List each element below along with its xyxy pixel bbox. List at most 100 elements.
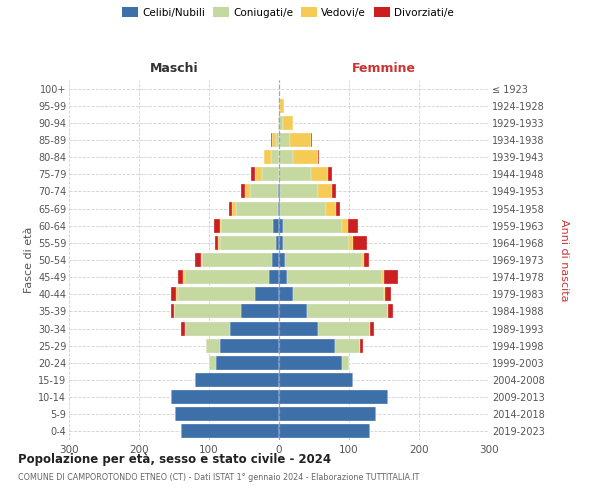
Bar <box>279 390 388 404</box>
Bar <box>384 270 398 284</box>
Bar <box>364 253 370 267</box>
Bar <box>269 270 279 284</box>
Bar <box>170 288 176 302</box>
Bar <box>229 202 232 215</box>
Bar <box>370 322 373 336</box>
Bar <box>279 253 284 267</box>
Bar <box>278 116 279 130</box>
Bar <box>236 202 278 215</box>
Bar <box>274 218 279 232</box>
Bar <box>221 218 274 232</box>
Bar <box>332 184 336 198</box>
Bar <box>263 150 271 164</box>
Bar <box>347 218 358 232</box>
Bar <box>280 184 318 198</box>
Bar <box>290 133 311 147</box>
Bar <box>287 270 382 284</box>
Bar <box>279 202 280 215</box>
Bar <box>283 236 349 250</box>
Bar <box>280 202 326 215</box>
Bar <box>245 184 250 198</box>
Bar <box>170 390 279 404</box>
Bar <box>326 202 337 215</box>
Bar <box>388 304 393 318</box>
Bar <box>183 270 185 284</box>
Bar <box>385 288 391 302</box>
Bar <box>359 338 363 352</box>
Bar <box>279 168 311 181</box>
Bar <box>278 202 279 215</box>
Text: Popolazione per età, sesso e stato civile - 2024: Popolazione per età, sesso e stato civil… <box>18 452 331 466</box>
Bar <box>174 304 241 318</box>
Bar <box>279 408 376 422</box>
Bar <box>279 304 307 318</box>
Bar <box>232 202 236 215</box>
Bar <box>218 236 220 250</box>
Bar <box>254 168 262 181</box>
Bar <box>241 184 245 198</box>
Bar <box>271 133 272 147</box>
Bar <box>230 322 279 336</box>
Bar <box>317 150 319 164</box>
Bar <box>279 373 353 387</box>
Bar <box>250 184 278 198</box>
Bar <box>342 218 347 232</box>
Bar <box>293 150 317 164</box>
Bar <box>349 236 353 250</box>
Bar <box>279 98 280 112</box>
Bar <box>283 218 342 232</box>
Text: Maschi: Maschi <box>149 62 199 75</box>
Bar <box>254 288 279 302</box>
Bar <box>220 338 279 352</box>
Bar <box>335 338 359 352</box>
Bar <box>284 253 362 267</box>
Bar <box>342 356 349 370</box>
Bar <box>275 133 279 147</box>
Bar <box>279 218 283 232</box>
Bar <box>202 253 272 267</box>
Bar <box>283 116 293 130</box>
Bar <box>241 304 279 318</box>
Bar <box>337 202 340 215</box>
Legend: Celibi/Nubili, Coniugati/e, Vedovi/e, Divorziati/e: Celibi/Nubili, Coniugati/e, Vedovi/e, Di… <box>120 5 456 20</box>
Bar <box>195 253 200 267</box>
Bar <box>214 218 220 232</box>
Bar <box>216 356 279 370</box>
Bar <box>200 253 202 267</box>
Bar <box>311 168 328 181</box>
Bar <box>272 253 279 267</box>
Bar <box>279 424 370 438</box>
Bar <box>362 253 364 267</box>
Bar <box>307 304 388 318</box>
Bar <box>178 270 183 284</box>
Bar <box>353 236 367 250</box>
Bar <box>279 116 283 130</box>
Bar <box>176 288 178 302</box>
Bar <box>170 304 174 318</box>
Y-axis label: Fasce di età: Fasce di età <box>23 227 34 293</box>
Bar <box>293 288 384 302</box>
Bar <box>178 288 254 302</box>
Bar <box>279 288 293 302</box>
Bar <box>318 184 332 198</box>
Bar <box>195 373 279 387</box>
Bar <box>279 133 290 147</box>
Bar <box>209 356 216 370</box>
Bar <box>175 408 279 422</box>
Bar <box>382 270 384 284</box>
Bar <box>279 236 283 250</box>
Bar <box>215 236 218 250</box>
Bar <box>279 150 293 164</box>
Bar <box>280 98 284 112</box>
Bar <box>205 338 220 352</box>
Bar <box>328 168 331 181</box>
Bar <box>185 322 230 336</box>
Text: COMUNE DI CAMPOROTONDO ETNEO (CT) - Dati ISTAT 1° gennaio 2024 - Elaborazione TU: COMUNE DI CAMPOROTONDO ETNEO (CT) - Dati… <box>18 472 419 482</box>
Bar <box>279 356 342 370</box>
Bar <box>220 218 221 232</box>
Bar <box>275 236 279 250</box>
Bar <box>181 322 185 336</box>
Bar <box>279 270 287 284</box>
Bar <box>181 424 279 438</box>
Bar <box>279 184 280 198</box>
